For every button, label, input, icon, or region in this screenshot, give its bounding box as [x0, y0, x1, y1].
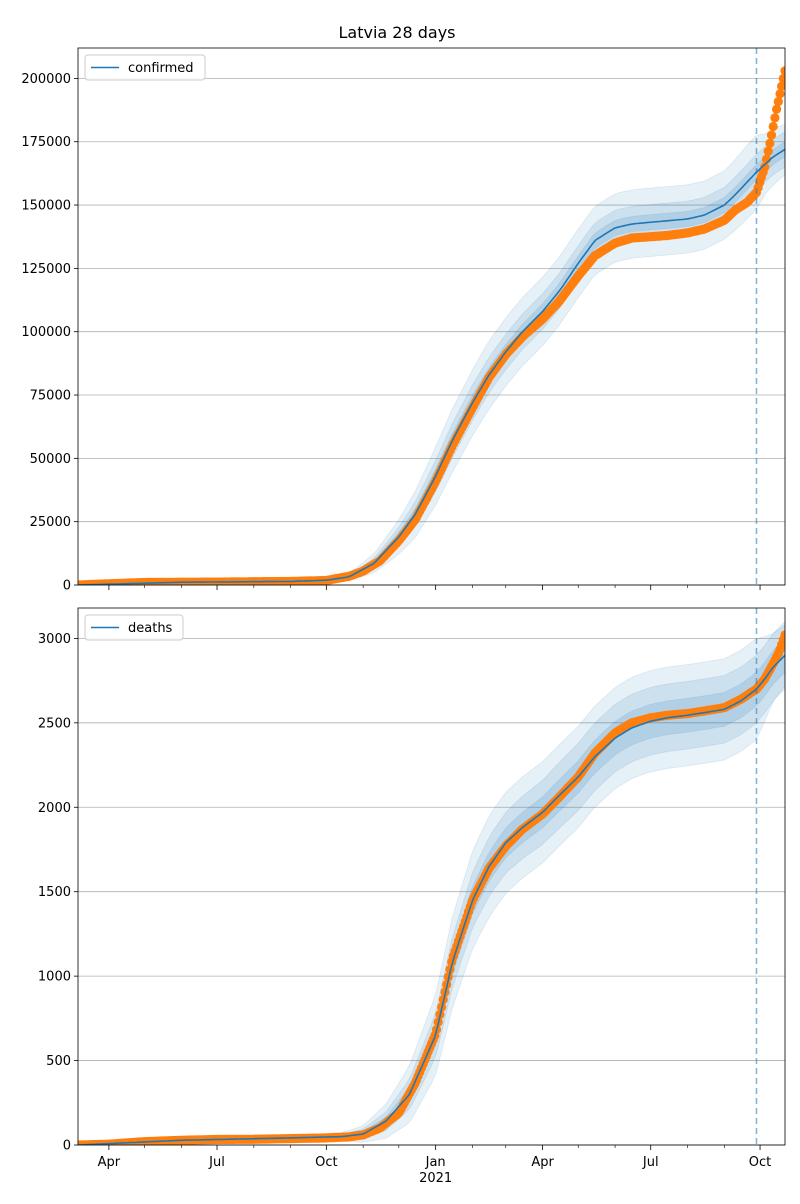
observed-point [760, 162, 770, 172]
observed-point [780, 66, 785, 76]
observed-point [770, 113, 780, 123]
x-tick-label: Oct [749, 1155, 771, 1170]
y-tick-label: 0 [63, 579, 71, 594]
y-tick-label: 25000 [30, 515, 71, 530]
observed-point [765, 138, 775, 148]
y-tick-label: 2500 [38, 716, 71, 731]
observed-point [766, 130, 777, 140]
observed-point [778, 73, 785, 84]
y-tick-label: 1000 [38, 970, 71, 985]
uncertainty-band [78, 123, 785, 585]
y-tick-label: 500 [46, 1054, 71, 1069]
legend-label: confirmed [128, 61, 194, 76]
legend: confirmed [84, 54, 206, 81]
y-tick-label: 200000 [21, 72, 71, 87]
x-year-label: 2021 [419, 1171, 452, 1186]
model-line [78, 654, 785, 1145]
y-tick-label: 2000 [38, 801, 71, 816]
y-tick-label: 75000 [30, 389, 71, 404]
x-tick-label: Jan [425, 1155, 446, 1170]
confirmed-panel: 0 25000 50000 75000 100000 125000 150000 175000… [21, 47, 786, 594]
x-tick-label: Jul [208, 1155, 225, 1170]
y-tick-label: 175000 [21, 135, 71, 150]
legend: deaths [84, 614, 184, 641]
deaths-panel: 0 500 1000 1500 2000 2500 3000 Apr Jul Oct Jan Apr J… [38, 607, 786, 1186]
y-tick-label: 0 [63, 1139, 71, 1154]
x-tick-label: Apr [531, 1155, 554, 1170]
observed-point [780, 630, 785, 640]
legend-box [84, 614, 184, 641]
x-tick-label: Apr [98, 1155, 121, 1170]
x-tick-label: Oct [315, 1155, 337, 1170]
y-tick-label: 150000 [21, 199, 71, 214]
model-line [78, 148, 785, 585]
plot-area [78, 620, 785, 1145]
observed-point [768, 121, 778, 132]
y-tick-label: 1500 [38, 885, 71, 900]
plot-frame [77, 607, 786, 1146]
plot-frame [77, 47, 786, 586]
legend-label: deaths [128, 621, 173, 636]
y-tick-label: 50000 [30, 452, 71, 467]
observed-point [777, 81, 785, 91]
observed-point [775, 89, 785, 99]
chart-title: Latvia 28 days [338, 23, 455, 42]
observed-point [772, 104, 782, 114]
legend-box [84, 54, 206, 81]
plot-area [78, 66, 785, 585]
observed-point [763, 146, 773, 156]
x-tick-label: Jul [642, 1155, 659, 1170]
observed-point [773, 97, 783, 107]
y-tick-label: 3000 [38, 632, 71, 647]
y-tick-label: 125000 [21, 262, 71, 277]
y-tick-label: 100000 [21, 325, 71, 340]
